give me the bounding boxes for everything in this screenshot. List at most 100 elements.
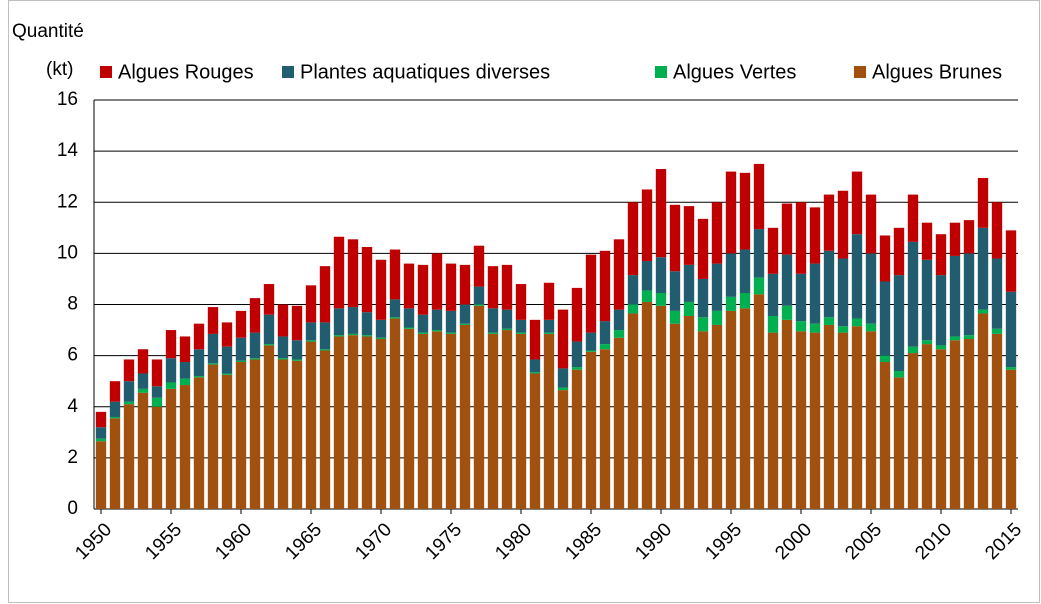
bar-segment [487, 333, 499, 509]
bar-segment [753, 163, 765, 230]
bar-segment [963, 339, 975, 509]
y-tick-label: 2 [67, 447, 78, 468]
bar-segment [711, 202, 723, 264]
bar-segment [795, 321, 807, 332]
bar-segment [347, 307, 359, 334]
bar-segment [515, 333, 527, 509]
bar-segment [235, 310, 247, 338]
bar-segment [501, 309, 513, 329]
bar-segment [179, 385, 191, 509]
bar-segment [347, 335, 359, 509]
bar-segment [459, 264, 471, 305]
bar-segment [403, 327, 415, 329]
bar-segment [865, 253, 877, 324]
bar-segment [417, 314, 429, 333]
legend-swatch [854, 66, 866, 78]
bar-segment [515, 284, 527, 320]
y-tick-label: 10 [57, 242, 78, 263]
bar-segment [641, 290, 653, 302]
bar-segment [809, 263, 821, 324]
bar-segment [879, 235, 891, 282]
bar-segment [529, 373, 541, 509]
bar-segment [151, 397, 163, 407]
bar-segment [655, 305, 667, 509]
bar-segment [865, 194, 877, 254]
bar-segment [1005, 291, 1017, 368]
y-tick-label: 12 [57, 191, 78, 212]
bar-segment [123, 359, 135, 382]
bar-segment [655, 169, 667, 258]
y-tick-label: 6 [67, 345, 78, 366]
bar-segment [221, 373, 233, 375]
bar-segment [249, 358, 261, 360]
bar-segment [109, 401, 121, 417]
bar-segment [529, 359, 541, 373]
bar-segment [263, 314, 275, 345]
bar-segment [935, 345, 947, 350]
bar-segment [151, 386, 163, 398]
bar-segment [739, 292, 751, 309]
legend-swatch [282, 66, 294, 78]
bar-segment [403, 308, 415, 328]
bar-segment [809, 323, 821, 333]
bar-segment [165, 388, 177, 509]
bar-segment [977, 177, 989, 228]
bar-segment [711, 263, 723, 311]
bar-segment [319, 350, 331, 509]
bar-segment [697, 331, 709, 509]
bar-segment [319, 322, 331, 350]
bar-segment [375, 319, 387, 338]
bar-segment [305, 322, 317, 341]
bar-segment [627, 313, 639, 509]
bar-segment [921, 222, 933, 260]
bar-segment [669, 271, 681, 311]
x-tick-label: 1960 [211, 519, 256, 564]
bar-segment [641, 261, 653, 291]
bar-segment [123, 401, 135, 405]
bar-segment [263, 284, 275, 315]
bar-segment [193, 376, 205, 378]
bar-segment [851, 326, 863, 509]
bar-segment [1005, 369, 1017, 509]
bar-segment [795, 331, 807, 509]
x-tick-label: 2010 [911, 519, 956, 564]
bar-segment [473, 245, 485, 287]
bar-segment [613, 337, 625, 509]
bar-segment [193, 377, 205, 509]
bar-segment [137, 373, 149, 389]
bar-segment [949, 336, 961, 341]
bar-segment [403, 328, 415, 509]
bar-segment [753, 294, 765, 509]
bar-segment [459, 324, 471, 509]
bar-segment [487, 308, 499, 333]
bar-segment [669, 323, 681, 509]
bar-segment [291, 340, 303, 360]
bar-segment [837, 258, 849, 327]
bar-segment [389, 317, 401, 319]
bar-segment [417, 333, 429, 509]
bar-segment [935, 349, 947, 509]
bar-segment [865, 331, 877, 509]
bar-segment [991, 202, 1003, 259]
bar-segment [571, 341, 583, 368]
bar-segment [501, 328, 513, 331]
bar-segment [753, 229, 765, 278]
y-axis-label: (kt) [46, 59, 73, 80]
bar-segment [613, 309, 625, 331]
bar-segment [249, 359, 261, 509]
bar-segment [361, 336, 373, 509]
bar-segment [613, 330, 625, 338]
x-tick-label: 1975 [421, 519, 466, 564]
bar-segment [683, 264, 695, 302]
bar-segment [473, 305, 485, 509]
bar-segment [95, 438, 107, 442]
bar-segment [109, 418, 121, 509]
bar-segment [557, 390, 569, 509]
bar-segment [683, 316, 695, 509]
bar-segment [893, 370, 905, 378]
bar-segment [851, 234, 863, 319]
bar-segment [613, 239, 625, 310]
bar-segment [487, 266, 499, 309]
bar-segment [1005, 230, 1017, 292]
bar-segment [879, 281, 891, 356]
